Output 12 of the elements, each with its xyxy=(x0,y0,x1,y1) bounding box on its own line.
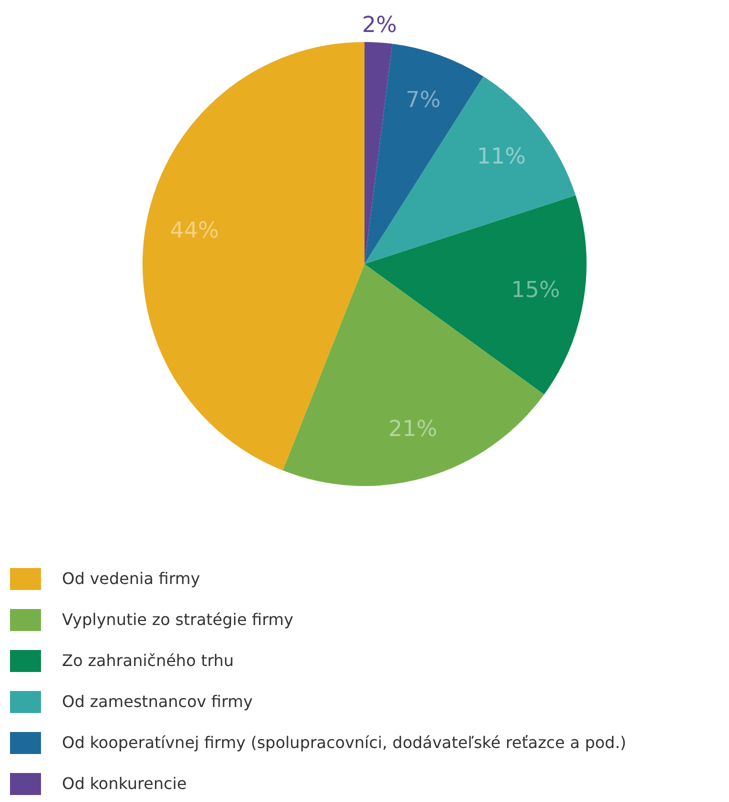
legend-label: Vyplynutie zo stratégie firmy xyxy=(62,610,294,629)
legend-label: Od konkurencie xyxy=(62,774,187,793)
data-label: 11% xyxy=(476,144,526,170)
data-label: 7% xyxy=(406,88,441,113)
legend-label: Od kooperatívnej firmy (spolupracovníci, dodávateľské reťazce a pod.) xyxy=(62,733,626,752)
legend-label: Zo zahraničného trhu xyxy=(62,651,234,670)
data-label: 2% xyxy=(362,13,397,38)
data-label: 44% xyxy=(170,218,219,244)
legend-label: Od zamestnancov firmy xyxy=(62,692,253,711)
data-label: 15% xyxy=(511,278,560,303)
legend-label: Od vedenia firmy xyxy=(62,569,200,588)
data-label: 21% xyxy=(388,417,438,442)
